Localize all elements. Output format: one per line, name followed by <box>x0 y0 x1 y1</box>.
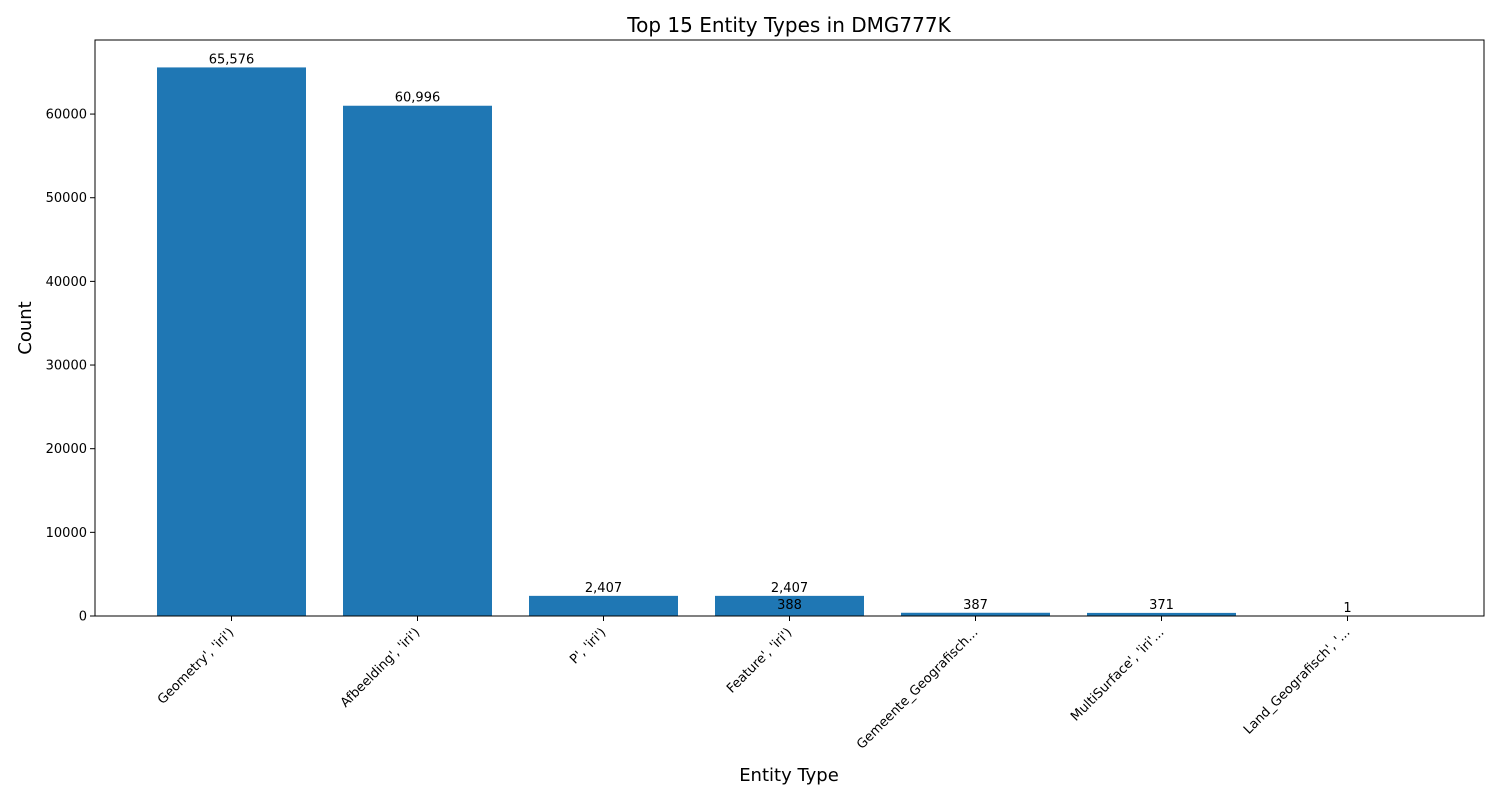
bars-group <box>157 67 1422 616</box>
bar-value-label: 388 <box>777 598 802 613</box>
bar-value-label: 1 <box>1343 601 1351 616</box>
x-tick-label: P', 'iri') <box>567 625 609 667</box>
x-tick-label: Feature', 'iri') <box>724 625 795 696</box>
y-tick-label: 10000 <box>46 526 87 541</box>
x-tick-label: Land_Geografisch', '... <box>1241 625 1353 737</box>
bar <box>343 106 492 616</box>
bar <box>157 67 306 616</box>
bar <box>529 596 678 616</box>
x-tick-label: Geometry', 'iri') <box>155 625 237 707</box>
chart-title: Top 15 Entity Types in DMG777K <box>626 13 951 37</box>
bar-value-label: 371 <box>1149 598 1174 613</box>
y-tick-label: 30000 <box>46 359 87 374</box>
y-tick-label: 40000 <box>46 275 87 290</box>
bar-value-label: 2,407 <box>771 581 808 596</box>
y-tick-label: 50000 <box>46 191 87 206</box>
bar-value-label: 65,576 <box>209 52 255 67</box>
bar-value-label: 60,996 <box>395 91 441 106</box>
bar-value-label: 387 <box>963 598 988 613</box>
y-tick-label: 60000 <box>46 108 87 123</box>
y-tick-label: 0 <box>79 610 87 625</box>
y-axis-title: Count <box>15 301 36 354</box>
x-tick-label: MultiSurface', 'iri'... <box>1068 625 1167 724</box>
y-tick-label: 20000 <box>46 442 87 457</box>
x-axis-title: Entity Type <box>739 765 839 786</box>
x-tick-label: Gemeente_Geografisch... <box>854 625 981 752</box>
x-axis: Geometry', 'iri') Afbeelding', 'iri') P', … <box>155 616 1353 752</box>
y-axis: 0 10000 20000 30000 40000 50000 60000 <box>46 108 95 625</box>
x-tick-label: Afbeelding', 'iri') <box>338 625 423 710</box>
bar-value-label: 2,407 <box>585 581 622 596</box>
